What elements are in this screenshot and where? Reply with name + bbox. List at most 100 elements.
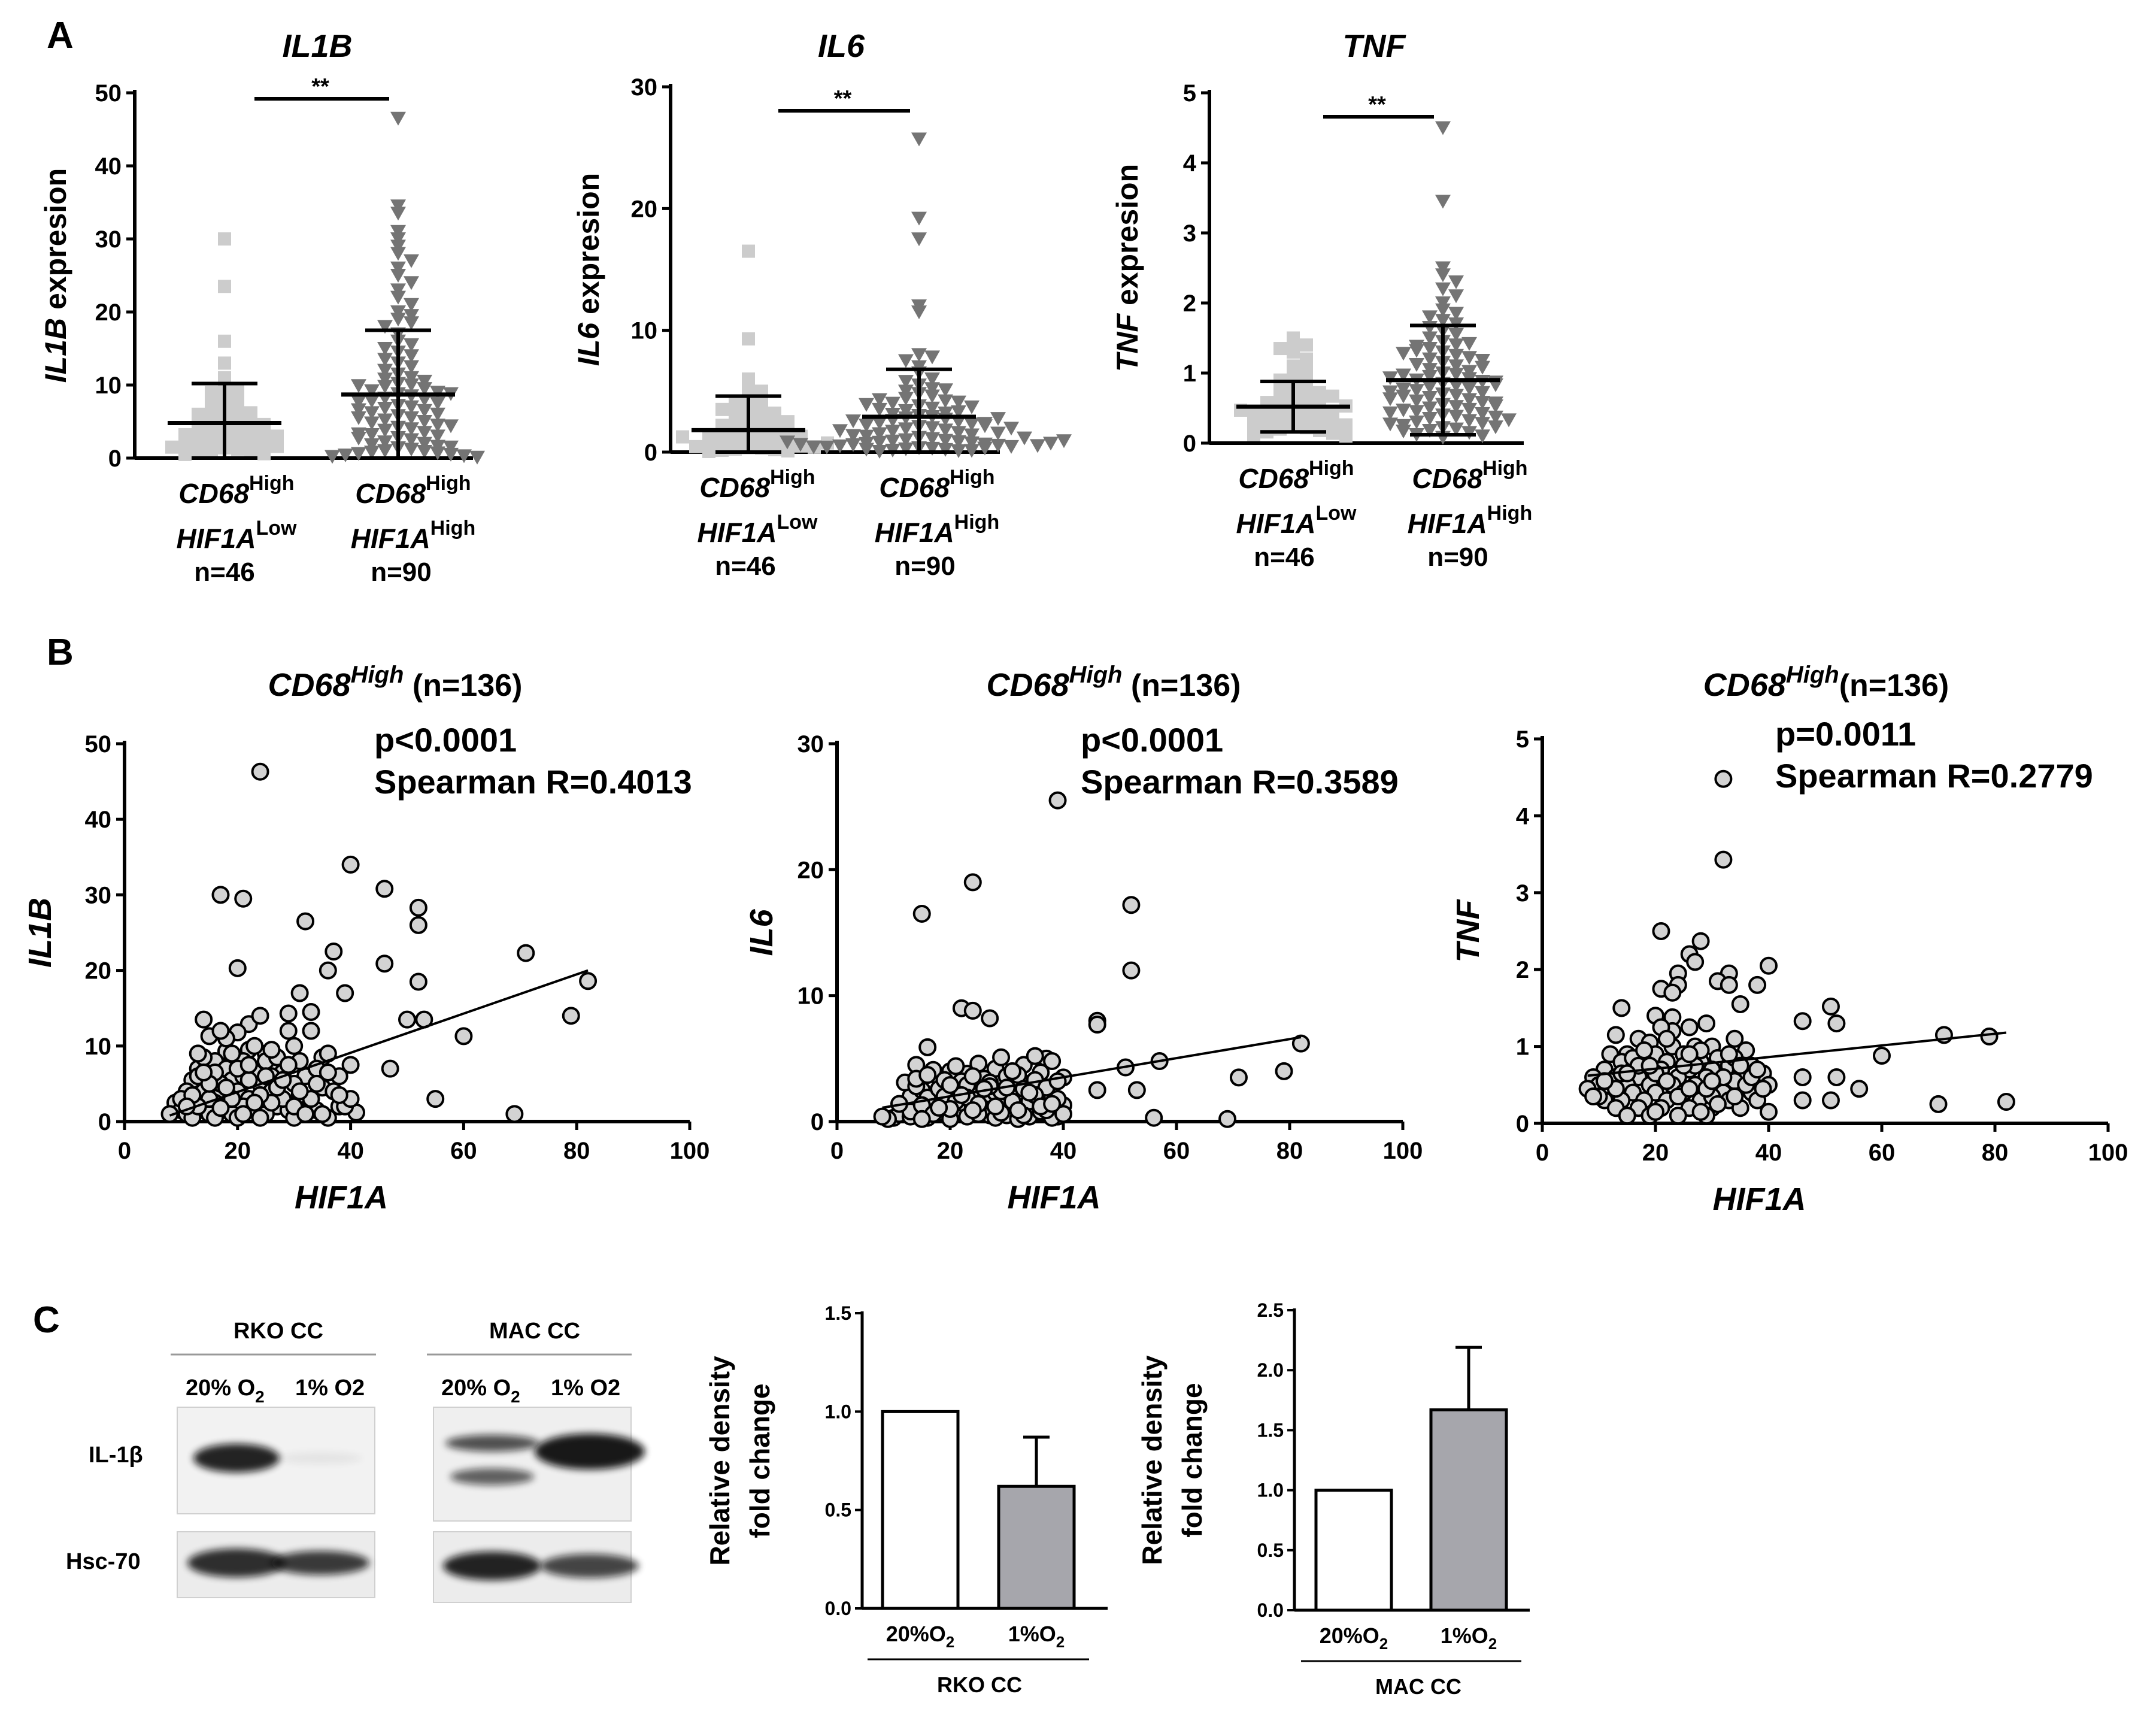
data-point (211, 1022, 230, 1040)
scatter-title-n: (n=136) (404, 668, 522, 703)
data-point (963, 1001, 982, 1020)
data-point (1435, 282, 1451, 296)
y-axis-label: TNF (1450, 899, 1486, 963)
group-label-gene: HIF1A (1408, 508, 1487, 539)
data-point (872, 444, 887, 459)
data-point (1827, 1068, 1846, 1086)
scatter-title: CD68High (n=136) (268, 662, 523, 703)
significance-label: ** (834, 86, 852, 111)
data-point (1422, 401, 1438, 416)
x-axis-label: HIF1A (1712, 1181, 1806, 1217)
scatter-title-n: (n=136) (1839, 668, 1949, 703)
data-point (234, 1105, 253, 1123)
group-label-n: n=90 (894, 552, 956, 581)
data-point (1461, 426, 1477, 440)
group-label-line1: CD68High (178, 472, 294, 509)
data-point (872, 416, 887, 431)
data-point (409, 916, 427, 934)
data-point (239, 1056, 258, 1074)
data-point (1026, 1047, 1044, 1065)
band-hsc70-lane-2 (541, 1554, 639, 1578)
data-point (1422, 380, 1438, 395)
data-point (1754, 1080, 1772, 1098)
data-point (1009, 1101, 1027, 1120)
data-point (296, 912, 315, 931)
blot-rko-cc: RKO CC 20% O2 1% O2 (171, 1319, 376, 1598)
data-point (1326, 426, 1339, 440)
x-tick-label: 100 (2088, 1140, 2128, 1166)
data-point (1448, 379, 1464, 393)
data-point (715, 402, 729, 416)
y-axis-label: IL6 (744, 909, 780, 956)
data-point (218, 356, 231, 370)
band-hsc70-lane-1 (443, 1552, 541, 1580)
data-point (1396, 347, 1411, 361)
x-tick-label: 60 (1163, 1138, 1190, 1164)
y-tick-label: 30 (85, 882, 112, 908)
data-point (1396, 368, 1411, 383)
y-tick-label: 20 (797, 857, 824, 883)
data-point (924, 382, 940, 396)
data-point (341, 855, 360, 874)
data-point (1726, 1029, 1744, 1048)
data-point (271, 440, 284, 453)
data-point (1488, 410, 1503, 425)
data-point (390, 247, 406, 261)
group-label-line2: HIF1ALow (698, 511, 818, 548)
data-point (205, 444, 218, 457)
x-tick-label: 80 (1982, 1140, 2009, 1166)
data-point (231, 443, 244, 456)
group-label-superscript: High (426, 472, 471, 495)
group-label-gene: HIF1A (698, 517, 777, 548)
data-point (178, 447, 192, 461)
y-axis-label-suffix: expresion (572, 173, 605, 323)
group-label-gene: HIF1A (875, 517, 954, 548)
data-point (1030, 439, 1045, 453)
data-point (218, 280, 231, 293)
group-label-gene: CD68 (1412, 463, 1482, 494)
data-point (404, 371, 419, 385)
data-point (938, 423, 953, 438)
group-label-superscript: High (954, 511, 1000, 534)
data-point (1461, 351, 1477, 365)
data-point (1313, 413, 1326, 426)
scatter-title-gene: CD68 (1703, 667, 1786, 703)
data-point (1448, 275, 1464, 289)
data-point (990, 412, 1006, 426)
data-point (404, 433, 419, 447)
spearman-label: Spearman R=0.4013 (374, 763, 692, 801)
data-point (1435, 195, 1451, 209)
p-value-label: p=0.0011 (1775, 715, 1916, 753)
group-label-gene: HIF1A (1236, 508, 1316, 539)
data-point (1461, 402, 1477, 417)
group-label-superscript: High (1309, 457, 1354, 480)
group-label-line2: HIF1AHigh (351, 517, 475, 554)
data-point (404, 378, 419, 392)
data-point (218, 232, 231, 246)
data-point (1409, 405, 1424, 419)
x-tick-label: 40 (337, 1138, 364, 1164)
blot-lane-1-label: 20% O2 (441, 1375, 520, 1406)
band-il1b-lane-1 (445, 1435, 539, 1452)
data-point (205, 386, 218, 399)
data-point (1287, 345, 1300, 359)
data-point (364, 406, 380, 420)
group-label-superscript: Low (777, 511, 818, 534)
y-tick-label: 2 (1516, 957, 1529, 983)
data-point (990, 426, 1006, 441)
data-point (417, 382, 432, 396)
data-point (1461, 393, 1477, 407)
data-point (417, 374, 432, 389)
data-point (1726, 1087, 1744, 1106)
blot-row-hsc70-label: Hsc-70 (66, 1549, 141, 1574)
data-point (562, 1007, 580, 1025)
group-label-n: n=90 (1427, 543, 1488, 572)
group-label-line2: HIF1ALow (1236, 502, 1357, 539)
data-point (1409, 340, 1424, 354)
group-label-n: n=90 (371, 557, 432, 587)
data-point (313, 1105, 332, 1123)
data-point (257, 426, 271, 440)
data-point (1929, 1095, 1948, 1113)
y-tick-label: 1.5 (825, 1302, 851, 1324)
